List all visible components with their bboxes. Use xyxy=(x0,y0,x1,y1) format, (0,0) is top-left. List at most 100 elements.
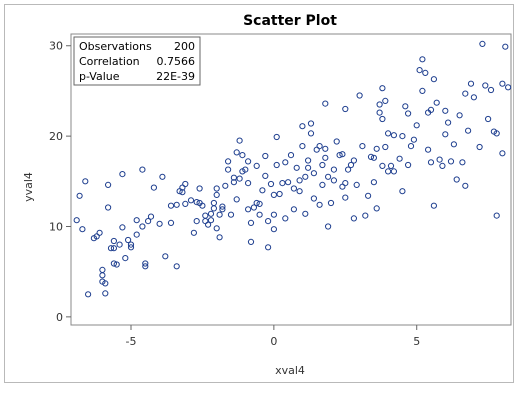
scatter-point xyxy=(156,220,163,227)
scatter-point xyxy=(453,176,460,183)
scatter-point xyxy=(285,179,292,186)
stats-label-pvalue: p-Value xyxy=(79,70,120,83)
scatter-point xyxy=(267,180,275,188)
scatter-point xyxy=(133,231,140,238)
scatter-point xyxy=(425,146,432,153)
scatter-point xyxy=(470,94,477,101)
scatter-point xyxy=(99,272,106,279)
scatter-point xyxy=(245,180,252,187)
scatter-point xyxy=(213,225,220,232)
scatter-point xyxy=(365,192,372,199)
scatter-point xyxy=(125,236,132,244)
scatter-point xyxy=(196,185,203,192)
scatter-point xyxy=(242,166,249,173)
scatter-point xyxy=(216,234,223,241)
scatter-point xyxy=(316,201,323,208)
scatter-point xyxy=(102,290,109,297)
scatter-point xyxy=(159,173,166,180)
scatter-point xyxy=(162,253,169,260)
scatter-point xyxy=(210,205,217,212)
scatter-point xyxy=(282,159,289,166)
scatter-point xyxy=(373,145,380,152)
scatter-point xyxy=(342,105,349,113)
scatter-point xyxy=(279,180,286,187)
scatter-point xyxy=(236,137,243,144)
scatter-point xyxy=(339,151,346,158)
scatter-point xyxy=(442,131,449,138)
scatter-point xyxy=(270,226,277,233)
scatter-point xyxy=(233,196,240,203)
scatter-point xyxy=(405,161,412,169)
scatter-point xyxy=(102,280,109,287)
scatter-point xyxy=(225,158,232,165)
scatter-point xyxy=(430,202,437,209)
scatter-point xyxy=(390,132,397,139)
scatter-point xyxy=(107,245,115,252)
scatter-point xyxy=(385,168,392,175)
scatter-point xyxy=(179,189,186,196)
scatter-point xyxy=(399,188,406,195)
scatter-point xyxy=(370,179,377,186)
scatter-point xyxy=(353,181,360,188)
scatter-point xyxy=(96,229,103,236)
scatter-point xyxy=(193,218,200,225)
scatter-point xyxy=(245,206,252,213)
scatter-point xyxy=(182,180,189,188)
x-tick-label: 5 xyxy=(413,335,420,348)
scatter-point xyxy=(345,166,352,173)
stats-label-observations: Observations xyxy=(79,40,152,53)
scatter-point xyxy=(302,210,309,217)
scatter-point xyxy=(493,212,500,219)
scatter-point xyxy=(230,179,237,186)
scatter-point xyxy=(433,99,440,106)
scatter-point xyxy=(430,76,437,83)
scatter-point xyxy=(119,224,126,231)
scatter-point xyxy=(299,143,306,150)
scatter-point xyxy=(216,211,223,218)
scatter-point xyxy=(302,173,309,180)
scatter-point xyxy=(290,206,297,213)
scatter-point xyxy=(499,80,506,87)
scatter-point xyxy=(85,291,92,298)
stats-value-observations: 200 xyxy=(174,40,195,53)
scatter-point xyxy=(327,199,335,207)
scatter-point xyxy=(313,146,320,153)
scatter-point xyxy=(379,162,386,169)
scatter-point xyxy=(342,194,349,201)
scatter-point xyxy=(82,178,89,185)
scatter-point xyxy=(487,86,495,94)
scatter-point xyxy=(427,159,435,166)
scatter-point xyxy=(305,164,312,171)
scatter-point xyxy=(379,85,386,92)
scatter-point xyxy=(270,191,277,198)
scatter-point xyxy=(287,152,295,159)
scatter-point xyxy=(322,154,329,161)
scatter-point xyxy=(142,263,149,270)
scatter-point xyxy=(273,161,280,169)
scatter-point xyxy=(79,226,86,233)
scatter-point xyxy=(505,84,512,91)
scatter-point xyxy=(350,157,357,164)
scatter-point xyxy=(402,103,409,110)
scatter-point xyxy=(270,211,277,218)
scatter-point xyxy=(459,159,466,166)
scatter-point xyxy=(465,127,472,134)
scatter-point xyxy=(253,199,260,207)
scatter-point xyxy=(262,152,269,160)
scatter-point xyxy=(276,190,283,198)
scatter-point xyxy=(145,218,152,225)
scatter-point xyxy=(230,174,237,181)
scatter-point xyxy=(382,143,389,151)
stats-value-correlation: 0.7566 xyxy=(157,55,196,68)
scatter-point xyxy=(356,92,363,99)
stats-value-pvalue: 22E-39 xyxy=(156,70,195,83)
scatter-point xyxy=(479,40,486,48)
scatter-point xyxy=(213,191,220,198)
scatter-point xyxy=(296,188,303,195)
scatter-point xyxy=(342,180,349,187)
scatter-point xyxy=(173,201,180,208)
scatter-point xyxy=(442,107,449,114)
scatter-point xyxy=(339,183,346,190)
scatter-point xyxy=(233,149,240,156)
scatter-point xyxy=(227,211,235,218)
